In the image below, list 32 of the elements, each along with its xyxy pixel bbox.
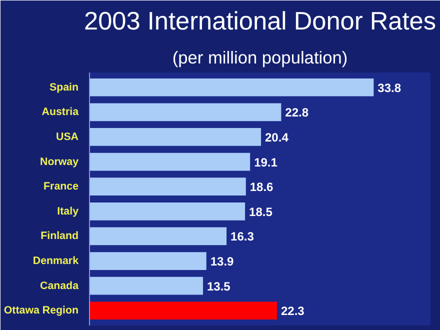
- chart-subtitle: (per million population): [172, 48, 348, 68]
- data-label: 22.8: [285, 106, 309, 120]
- data-label: 20.4: [265, 130, 289, 144]
- y-tick-label: Spain: [49, 81, 78, 94]
- y-tick-label: Austria: [42, 106, 79, 118]
- bar: [90, 252, 206, 270]
- bar: [90, 103, 282, 122]
- bar: [90, 152, 250, 171]
- y-tick-label: France: [44, 180, 79, 193]
- chart-title: 2003 International Donor Rates: [84, 8, 436, 36]
- y-tick-label: Denmark: [32, 255, 79, 268]
- y-tick-label: Norway: [40, 156, 79, 168]
- data-label: 13.5: [207, 279, 231, 294]
- y-tick-label: Finland: [40, 230, 79, 242]
- bar: [90, 302, 277, 320]
- y-tick-label: USA: [56, 130, 79, 143]
- bar: [90, 202, 246, 220]
- bar: [90, 128, 262, 146]
- y-tick-label: Ottawa Region: [4, 304, 79, 317]
- bar: [90, 276, 203, 295]
- bar: [90, 227, 227, 246]
- data-label: 16.3: [230, 230, 254, 244]
- y-tick-label: Italy: [57, 205, 79, 218]
- data-label: 33.8: [378, 80, 402, 95]
- bar: [90, 178, 246, 196]
- bar: [90, 78, 374, 96]
- y-tick-label: Canada: [40, 280, 79, 292]
- data-label: 18.5: [249, 204, 273, 219]
- data-label: 22.3: [280, 304, 305, 318]
- data-label: 19.1: [254, 155, 278, 170]
- data-label: 13.9: [210, 254, 234, 269]
- data-label: 18.6: [250, 180, 274, 194]
